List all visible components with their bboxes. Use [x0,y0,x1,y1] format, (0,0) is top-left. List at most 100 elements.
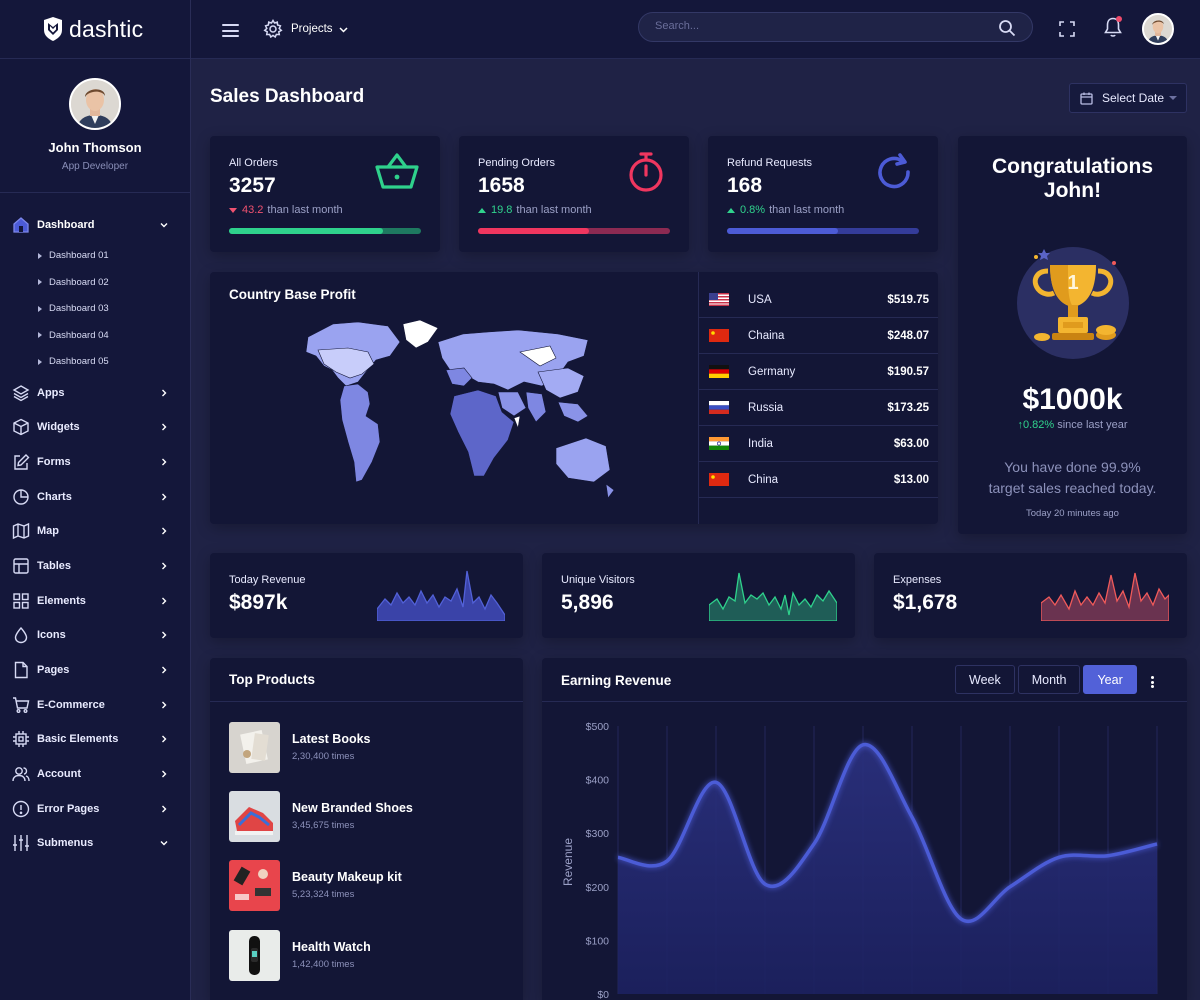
country-row[interactable]: China $13.00 [699,462,938,498]
tab-year[interactable]: Year [1083,665,1137,694]
country-name: India [748,437,773,450]
chart-area-fill [618,744,1157,994]
menu-toggle-icon[interactable] [222,24,239,37]
submenu-item-dashboard-01[interactable]: Dashboard 01 [0,243,190,270]
sidebar-item-icons[interactable]: Icons [0,618,190,653]
submenu-item-label: Dashboard 02 [49,276,109,288]
country-row[interactable]: Germany $190.57 [699,354,938,390]
sidebar-item-tables[interactable]: Tables [0,549,190,584]
earning-revenue-card: Earning Revenue Week Month Year $0 $100 $2… [542,658,1187,1000]
stat-card-all-orders: All Orders 3257 43.2 than last month [210,136,440,252]
submenu-item-dashboard-04[interactable]: Dashboard 04 [0,322,190,349]
sidebar-item-label: Account [37,768,81,781]
tab-month[interactable]: Month [1017,665,1081,694]
projects-dropdown[interactable]: Projects [263,19,348,39]
chevron-right-icon [162,389,167,397]
sidebar-item-dashboard[interactable]: Dashboard [0,208,190,243]
sidebar-item-error-pages[interactable]: Error Pages [0,791,190,826]
country-value: $63.00 [893,437,929,450]
select-date-button[interactable]: Select Date [1069,83,1187,113]
sidebar-menu: Dashboard Dashboard 01 Dashboard 02 Dash… [0,193,190,861]
product-name: New Branded Shoes [292,801,413,815]
brand-name: dashtic [69,15,144,42]
search-icon[interactable] [998,19,1016,37]
chevron-right-icon [162,493,167,501]
sidebar-item-label: Error Pages [37,802,100,815]
sidebar-item-basic-elements[interactable]: Basic Elements [0,722,190,757]
chevron-right-icon [162,701,167,709]
flag-ru-icon [709,401,729,414]
stat-label: Refund Requests [727,157,812,169]
sidebar-item-label: Apps [37,386,65,399]
congrats-growth: ↑0.82% since last year [958,419,1187,431]
arrow-up-icon [727,207,735,213]
product-item[interactable]: Health Watch 1,42,400 times [229,929,371,981]
profile-avatar[interactable] [69,78,121,130]
product-item[interactable]: Latest Books 2,30,400 times [229,721,371,773]
product-name: Health Watch [292,940,371,954]
trophy-icon: 1 [1016,247,1129,359]
submenu-item-label: Dashboard 05 [49,356,109,368]
mini-stat-value: $1,678 [893,591,958,614]
mini-stat-expenses: Expenses $1,678 [874,553,1187,638]
sidebar-item-charts[interactable]: Charts [0,479,190,514]
submenu-item-dashboard-02[interactable]: Dashboard 02 [0,269,190,296]
sidebar-item-widgets[interactable]: Widgets [0,410,190,445]
sidebar-item-apps[interactable]: Apps [0,375,190,410]
world-map[interactable] [288,312,618,512]
country-row[interactable]: India $63.00 [699,426,938,462]
sidebar-item-map[interactable]: Map [0,514,190,549]
more-options-icon[interactable] [1151,676,1155,688]
top-products-title: Top Products [229,672,315,687]
submenu-item-dashboard-05[interactable]: Dashboard 05 [0,349,190,376]
stat-change-value: 43.2 [242,204,264,216]
calendar-icon [1080,92,1093,105]
mini-stat-value: $897k [229,591,288,614]
period-tabs: Week Month Year [952,665,1137,694]
stat-label: All Orders [229,157,278,169]
sidebar-item-forms[interactable]: Forms [0,445,190,480]
sidebar-item-label: Elements [37,594,86,607]
country-name: USA [748,293,772,306]
product-name: Beauty Makeup kit [292,870,402,884]
top-products-divider [210,701,523,702]
sidebar-item-pages[interactable]: Pages [0,653,190,688]
sidebar-item-label: E-Commerce [37,698,105,711]
sidebar-item-label: Icons [37,629,66,642]
earning-revenue-title: Earning Revenue [561,673,672,688]
basket-icon [375,153,419,189]
country-row[interactable]: USA $519.75 [699,282,938,318]
fullscreen-icon[interactable] [1059,21,1075,37]
notifications-button[interactable] [1103,16,1123,38]
chip-icon [11,729,31,749]
cart-icon [11,695,31,715]
submenu-item-dashboard-03[interactable]: Dashboard 03 [0,296,190,323]
chart-y-axis-label: Revenue [561,838,575,886]
chevron-right-icon [162,597,167,605]
sidebar-profile: John Thomson App Developer [0,59,190,193]
stat-change-text: than last month [516,204,592,216]
profile-role: App Developer [61,161,129,172]
tab-week[interactable]: Week [955,665,1015,694]
product-count: 2,30,400 times [292,751,355,762]
country-row[interactable]: Chaina $248.07 [699,318,938,354]
sidebar-item-label: Pages [37,664,70,677]
search-input[interactable] [655,20,975,32]
stat-change-value: 19.8 [491,204,513,216]
country-profit-title: Country Base Profit [229,287,356,302]
brand[interactable]: dashtic [0,0,190,59]
product-item[interactable]: Beauty Makeup kit 5,23,324 times [229,859,402,911]
user-avatar[interactable] [1142,13,1174,45]
sparkline-revenue [377,570,505,621]
chart-y-tick-label: $300 [586,828,610,840]
sidebar-item-e-commerce[interactable]: E-Commerce [0,687,190,722]
stat-progress-bar [727,228,919,234]
country-row[interactable]: Russia $173.25 [699,390,938,426]
sidebar-item-elements[interactable]: Elements [0,583,190,618]
top-header: Projects [191,0,1200,59]
sidebar-item-submenus[interactable]: Submenus [0,826,190,861]
chart-series-line [617,742,1158,923]
stat-progress-bar [478,228,670,234]
sidebar-item-account[interactable]: Account [0,757,190,792]
product-item[interactable]: New Branded Shoes 3,45,675 times [229,790,413,842]
